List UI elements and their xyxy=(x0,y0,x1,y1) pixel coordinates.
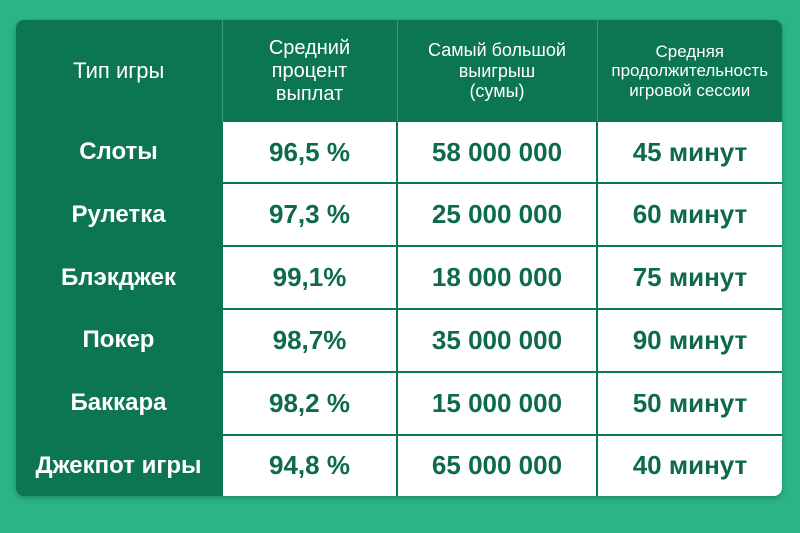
header-max-win-line-2: выигрыш xyxy=(458,60,536,81)
duration-cell: 45 минут xyxy=(596,122,782,184)
duration-cell: 75 минут xyxy=(596,245,782,309)
header-avg-session: Средняя продолжительность игровой сессии xyxy=(597,20,782,122)
duration-cell: 50 минут xyxy=(596,370,782,435)
header-avg-session-line-1: Средняя xyxy=(655,41,725,61)
header-avg-payout-line-2: процент xyxy=(271,59,348,82)
header-game-type-line-1: Тип игры xyxy=(73,58,165,84)
max-win-cell: 25 000 000 xyxy=(396,182,597,247)
max-win-cell: 18 000 000 xyxy=(396,245,597,309)
table-row: Джекпот игры 94,8 % 65 000 000 40 минут xyxy=(16,433,782,496)
header-max-win-line-3: (сумы) xyxy=(469,81,525,102)
duration-cell: 90 минут xyxy=(596,307,782,372)
game-name-cell: Рулетка xyxy=(16,182,222,247)
max-win-cell: 15 000 000 xyxy=(396,370,597,435)
payout-cell: 97,3 % xyxy=(221,182,397,247)
games-table-card: Тип игры Средний процент выплат Самый бо… xyxy=(16,20,782,496)
duration-cell: 60 минут xyxy=(596,182,782,247)
header-row: Тип игры Средний процент выплат Самый бо… xyxy=(16,20,782,122)
table-row: Рулетка 97,3 % 25 000 000 60 минут xyxy=(16,182,782,247)
duration-cell: 40 минут xyxy=(596,433,782,496)
payout-cell: 94,8 % xyxy=(221,433,397,496)
game-name-cell: Баккара xyxy=(16,370,222,435)
max-win-cell: 58 000 000 xyxy=(396,122,597,184)
header-avg-session-line-3: игровой сессии xyxy=(629,80,751,100)
games-comparison-table: Тип игры Средний процент выплат Самый бо… xyxy=(16,20,782,496)
max-win-cell: 35 000 000 xyxy=(396,307,597,372)
payout-cell: 96,5 % xyxy=(221,122,397,184)
table-row: Слоты 96,5 % 58 000 000 45 минут xyxy=(16,122,782,184)
header-avg-payout: Средний процент выплат xyxy=(222,20,398,122)
header-max-win-line-1: Самый большой xyxy=(428,39,566,60)
game-name-cell: Слоты xyxy=(16,122,222,184)
game-name-cell: Блэкджек xyxy=(16,245,222,309)
game-name-cell: Джекпот игры xyxy=(16,433,222,496)
header-avg-payout-line-1: Средний xyxy=(268,36,351,59)
header-avg-payout-line-3: выплат xyxy=(275,82,344,105)
table-row: Покер 98,7% 35 000 000 90 минут xyxy=(16,307,782,372)
payout-cell: 98,7% xyxy=(221,307,397,372)
header-max-win: Самый большой выигрыш (сумы) xyxy=(397,20,598,122)
payout-cell: 98,2 % xyxy=(221,370,397,435)
table-row: Блэкджек 99,1% 18 000 000 75 минут xyxy=(16,245,782,309)
header-game-type: Тип игры xyxy=(16,20,223,122)
table-row: Баккара 98,2 % 15 000 000 50 минут xyxy=(16,370,782,435)
payout-cell: 99,1% xyxy=(221,245,397,309)
header-avg-session-line-2: продолжительность xyxy=(611,61,769,81)
game-name-cell: Покер xyxy=(16,307,222,372)
max-win-cell: 65 000 000 xyxy=(396,433,597,496)
